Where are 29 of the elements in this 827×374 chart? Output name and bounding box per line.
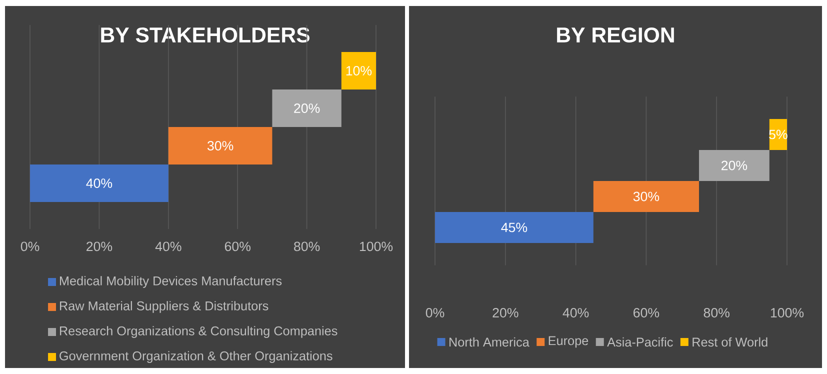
x-tick-label: 20% xyxy=(86,242,112,252)
legend-label: Europe xyxy=(548,336,588,348)
legend-label: Asia-Pacific xyxy=(607,337,673,347)
x-tick-label: 100% xyxy=(360,242,393,252)
data-label: 20% xyxy=(294,104,320,113)
legend-label: Research Organizations & Consulting Companies xyxy=(60,326,338,338)
legend-label: Rest of World xyxy=(692,337,768,347)
x-tick-label: 40% xyxy=(562,308,589,318)
legend-label: Raw Material Suppliers & Distributors xyxy=(60,301,268,313)
data-label: 10% xyxy=(346,66,372,76)
data-label: 20% xyxy=(722,160,748,170)
data-label: 30% xyxy=(207,141,234,150)
chart-title: BY STAKEHOLDERS xyxy=(101,27,310,43)
x-tick-label: 100% xyxy=(770,308,804,318)
x-tick-label: 0% xyxy=(426,308,444,318)
x-tick-label: 80% xyxy=(294,242,320,252)
x-tick-label: 20% xyxy=(492,308,518,318)
legend-label: North America xyxy=(450,337,530,347)
x-tick-label: 60% xyxy=(634,308,660,318)
legend-label: Government Organization & Other Organizations xyxy=(60,351,332,363)
chart-title: BY REGION xyxy=(557,27,674,43)
x-tick-label: 40% xyxy=(155,242,182,252)
data-label: 30% xyxy=(633,192,660,202)
data-label: 40% xyxy=(86,178,112,188)
data-label: 45% xyxy=(501,222,528,232)
x-tick-label: 80% xyxy=(704,308,730,318)
legend-label: Medical Mobility Devices Manufacturers xyxy=(60,276,282,288)
x-tick-label: 60% xyxy=(224,242,250,252)
x-tick-label: 0% xyxy=(20,242,40,252)
